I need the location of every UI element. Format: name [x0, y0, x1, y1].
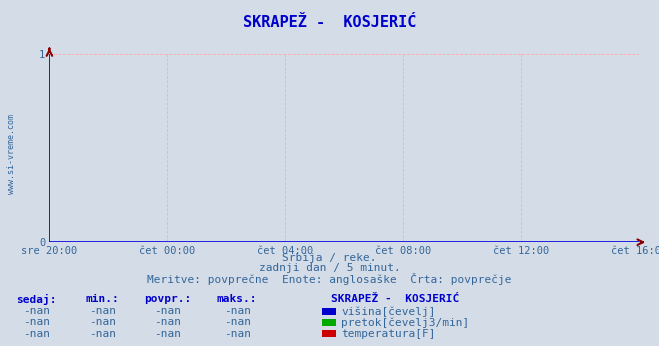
Text: -nan: -nan: [224, 307, 250, 316]
Text: min.:: min.:: [85, 294, 119, 304]
Text: -nan: -nan: [155, 318, 181, 327]
Text: -nan: -nan: [23, 318, 49, 327]
Text: povpr.:: povpr.:: [144, 294, 192, 304]
Text: temperatura[F]: temperatura[F]: [341, 329, 436, 338]
Text: pretok[čevelj3/min]: pretok[čevelj3/min]: [341, 317, 470, 328]
Text: -nan: -nan: [23, 329, 49, 338]
Text: -nan: -nan: [155, 307, 181, 316]
Text: -nan: -nan: [89, 329, 115, 338]
Text: www.si-vreme.com: www.si-vreme.com: [7, 114, 16, 194]
Text: višina[čevelj]: višina[čevelj]: [341, 306, 436, 317]
Text: -nan: -nan: [89, 307, 115, 316]
Text: -nan: -nan: [155, 329, 181, 338]
Text: -nan: -nan: [89, 318, 115, 327]
Text: Srbija / reke.: Srbija / reke.: [282, 253, 377, 263]
Text: -nan: -nan: [224, 318, 250, 327]
Text: zadnji dan / 5 minut.: zadnji dan / 5 minut.: [258, 263, 401, 273]
Text: sedaj:: sedaj:: [16, 294, 57, 305]
Text: Meritve: povprečne  Enote: anglosaške  Črta: povprečje: Meritve: povprečne Enote: anglosaške Črt…: [147, 273, 512, 284]
Text: maks.:: maks.:: [217, 294, 258, 304]
Text: -nan: -nan: [23, 307, 49, 316]
Text: -nan: -nan: [224, 329, 250, 338]
Text: SKRAPEŽ -  KOSJERIĆ: SKRAPEŽ - KOSJERIĆ: [331, 294, 459, 304]
Text: SKRAPEŽ -  KOSJERIĆ: SKRAPEŽ - KOSJERIĆ: [243, 15, 416, 30]
